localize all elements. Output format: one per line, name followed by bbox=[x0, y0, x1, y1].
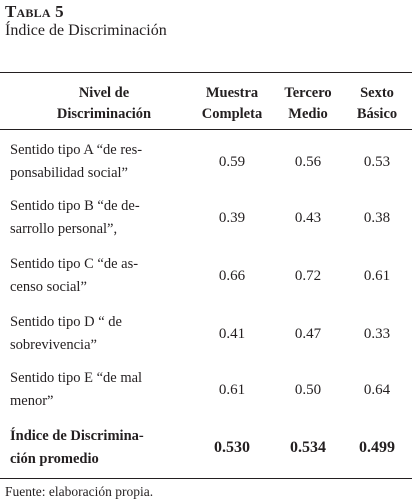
source-note: Fuente: elaboración propia. bbox=[5, 484, 154, 499]
header-tercero-medio: Tercero Medio bbox=[276, 83, 340, 125]
cell-sexto: 0.33 bbox=[363, 326, 391, 342]
cell-muestra: 0.66 bbox=[218, 268, 246, 284]
header-sexto-line2: Básico bbox=[356, 106, 398, 122]
total-cell-muestra: 0.530 bbox=[214, 439, 250, 456]
row-label: Sentido tipo E “de mal menor” bbox=[10, 367, 195, 413]
cell-sexto: 0.53 bbox=[363, 154, 391, 170]
row-label: Sentido tipo B “de de- sarrollo personal… bbox=[10, 195, 195, 241]
header-tercero-line1: Tercero bbox=[284, 85, 332, 101]
cell-tercero: 0.50 bbox=[294, 382, 322, 398]
table-top-rule bbox=[0, 72, 412, 73]
cell-muestra: 0.39 bbox=[218, 210, 246, 226]
cell-muestra: 0.59 bbox=[218, 154, 246, 170]
header-sexto-basico: Sexto Básico bbox=[346, 83, 408, 125]
cell-tercero: 0.47 bbox=[294, 326, 322, 342]
row-label-line2: sobrevivencia” bbox=[10, 337, 97, 353]
cell-tercero: 0.43 bbox=[294, 210, 322, 226]
cell-tercero: 0.72 bbox=[294, 268, 322, 284]
table-row: Sentido tipo E “de mal menor” 0.61 0.50 … bbox=[0, 367, 412, 425]
header-muestra-completa: Muestra Completa bbox=[192, 83, 272, 125]
total-cell-tercero: 0.534 bbox=[290, 439, 326, 456]
header-nivel-discriminacion: Nivel de Discriminación bbox=[8, 83, 200, 125]
row-label-line2: censo social” bbox=[10, 279, 87, 295]
cell-muestra: 0.61 bbox=[218, 382, 246, 398]
row-label-line1: Sentido tipo C “de as- bbox=[10, 256, 139, 272]
row-label-line1: Sentido tipo A “de res- bbox=[10, 142, 143, 158]
row-label-line1: Sentido tipo D “ de bbox=[10, 314, 122, 330]
header-muestra-line1: Muestra bbox=[205, 85, 259, 101]
row-label: Sentido tipo C “de as- censo social” bbox=[10, 253, 195, 299]
table-row: Sentido tipo D “ de sobrevivencia” 0.41 … bbox=[0, 311, 412, 369]
row-label-line1: Sentido tipo E “de mal bbox=[10, 370, 143, 386]
header-tercero-line2: Medio bbox=[288, 106, 328, 122]
row-label: Sentido tipo D “ de sobrevivencia” bbox=[10, 311, 195, 357]
row-label-line1: Sentido tipo B “de de- bbox=[10, 198, 140, 214]
header-sexto-line1: Sexto bbox=[360, 85, 394, 101]
header-bottom-rule bbox=[0, 129, 412, 130]
cell-tercero: 0.56 bbox=[294, 154, 322, 170]
header-muestra-line2: Completa bbox=[201, 106, 263, 122]
cell-muestra: 0.41 bbox=[218, 326, 246, 342]
total-label-line2: ción promedio bbox=[10, 451, 99, 467]
table-row-total: Índice de Discrimina- ción promedio 0.53… bbox=[0, 425, 412, 483]
table-row: Sentido tipo A “de res- ponsabilidad soc… bbox=[0, 139, 412, 197]
row-label-line2: ponsabilidad social” bbox=[10, 165, 128, 181]
table-row: Sentido tipo B “de de- sarrollo personal… bbox=[0, 195, 412, 253]
row-label: Sentido tipo A “de res- ponsabilidad soc… bbox=[10, 139, 195, 185]
total-cell-sexto: 0.499 bbox=[359, 439, 395, 456]
row-label-line2: sarrollo personal”, bbox=[10, 221, 118, 237]
cell-sexto: 0.64 bbox=[363, 382, 391, 398]
header-nivel-line2: Discriminación bbox=[56, 106, 152, 122]
total-label-line1: Índice de Discrimina- bbox=[10, 428, 144, 444]
cell-sexto: 0.38 bbox=[363, 210, 391, 226]
row-label-line2: menor” bbox=[10, 393, 54, 409]
header-nivel-line1: Nivel de bbox=[78, 85, 130, 101]
cell-sexto: 0.61 bbox=[363, 268, 391, 284]
total-row-label: Índice de Discrimina- ción promedio bbox=[10, 425, 195, 471]
table-bottom-rule bbox=[0, 478, 412, 479]
table-row: Sentido tipo C “de as- censo social” 0.6… bbox=[0, 253, 412, 311]
table-number-label: Tabla 5 bbox=[5, 2, 64, 21]
table-title: Índice de Discriminación bbox=[5, 22, 167, 39]
